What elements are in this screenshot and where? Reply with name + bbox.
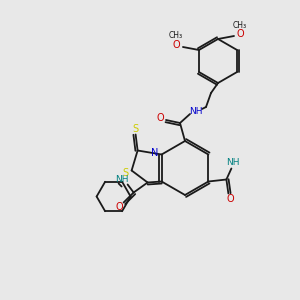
- Text: O: O: [156, 113, 164, 123]
- Text: CH₃: CH₃: [169, 32, 183, 40]
- Text: NH: NH: [115, 175, 128, 184]
- Text: N: N: [151, 148, 158, 158]
- Text: S: S: [133, 124, 139, 134]
- Text: O: O: [116, 202, 123, 212]
- Text: O: O: [226, 194, 234, 205]
- Text: S: S: [123, 167, 129, 178]
- Text: CH₃: CH₃: [233, 20, 247, 29]
- Text: O: O: [236, 29, 244, 39]
- Text: NH: NH: [189, 106, 203, 116]
- Text: O: O: [172, 40, 180, 50]
- Text: NH: NH: [226, 158, 239, 167]
